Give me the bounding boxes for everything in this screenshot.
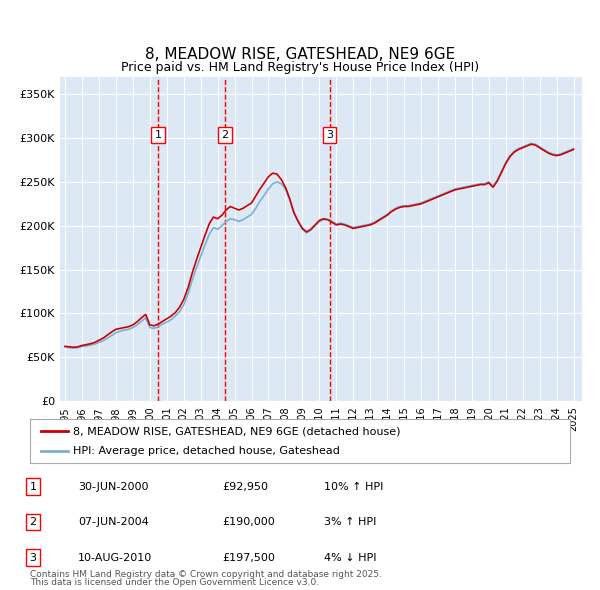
Text: Price paid vs. HM Land Registry's House Price Index (HPI): Price paid vs. HM Land Registry's House … (121, 61, 479, 74)
Text: 10-AUG-2010: 10-AUG-2010 (78, 553, 152, 562)
Text: 07-JUN-2004: 07-JUN-2004 (78, 517, 149, 527)
Text: 8, MEADOW RISE, GATESHEAD, NE9 6GE (detached house): 8, MEADOW RISE, GATESHEAD, NE9 6GE (deta… (73, 427, 401, 436)
Text: Contains HM Land Registry data © Crown copyright and database right 2025.: Contains HM Land Registry data © Crown c… (30, 571, 382, 579)
Text: 10% ↑ HPI: 10% ↑ HPI (324, 482, 383, 491)
Text: 1: 1 (29, 482, 37, 491)
Text: 8, MEADOW RISE, GATESHEAD, NE9 6GE: 8, MEADOW RISE, GATESHEAD, NE9 6GE (145, 47, 455, 62)
Text: 1: 1 (155, 130, 162, 140)
Text: 30-JUN-2000: 30-JUN-2000 (78, 482, 149, 491)
Text: 2: 2 (29, 517, 37, 527)
Text: This data is licensed under the Open Government Licence v3.0.: This data is licensed under the Open Gov… (30, 578, 319, 587)
Text: 4% ↓ HPI: 4% ↓ HPI (324, 553, 377, 562)
Text: £92,950: £92,950 (222, 482, 268, 491)
Text: 3: 3 (29, 553, 37, 562)
Text: 3: 3 (326, 130, 333, 140)
Text: £190,000: £190,000 (222, 517, 275, 527)
Text: HPI: Average price, detached house, Gateshead: HPI: Average price, detached house, Gate… (73, 446, 340, 455)
Text: 2: 2 (221, 130, 229, 140)
Text: 3% ↑ HPI: 3% ↑ HPI (324, 517, 376, 527)
Text: £197,500: £197,500 (222, 553, 275, 562)
